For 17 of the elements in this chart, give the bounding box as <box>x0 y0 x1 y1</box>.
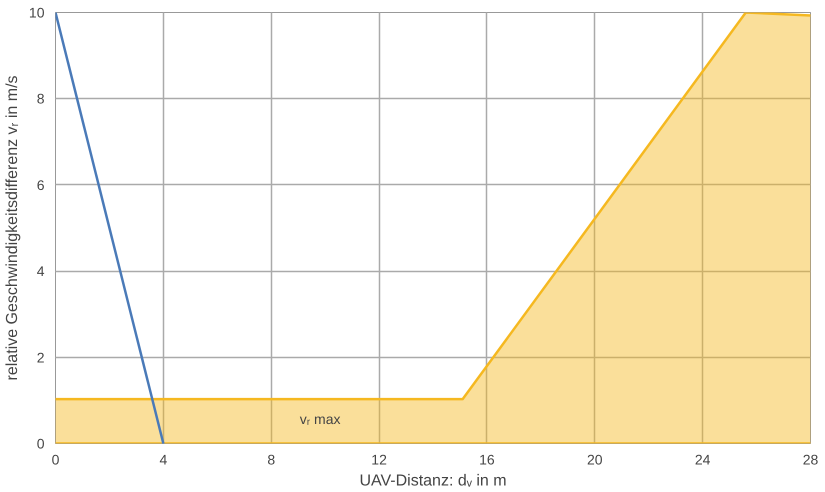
y-axis-title: relative Geschwindigkeitsdifferenz vᵣ in m/s <box>4 76 21 380</box>
x-tick-label: 8 <box>267 452 276 468</box>
y-tick-label: 2 <box>36 349 45 366</box>
x-tick-label: 4 <box>159 452 168 468</box>
y-tick-label: 4 <box>36 263 45 280</box>
x-tick-label: 20 <box>587 452 603 468</box>
x-tick-label: 16 <box>479 452 495 468</box>
y-tick-label: 6 <box>36 176 45 193</box>
y-tick-label: 8 <box>36 90 45 107</box>
y-tick-label: 10 <box>28 4 45 20</box>
series-label: vᵣ max <box>300 411 341 428</box>
x-tick-label: 28 <box>802 452 818 468</box>
x-axis-title: UAV-Distanz: dᵥ in m <box>359 472 507 490</box>
x-tick-label: 0 <box>52 452 60 468</box>
x-tick-label: 24 <box>694 452 711 468</box>
x-tick-label: 12 <box>371 452 388 468</box>
y-tick-label: 0 <box>36 436 45 452</box>
